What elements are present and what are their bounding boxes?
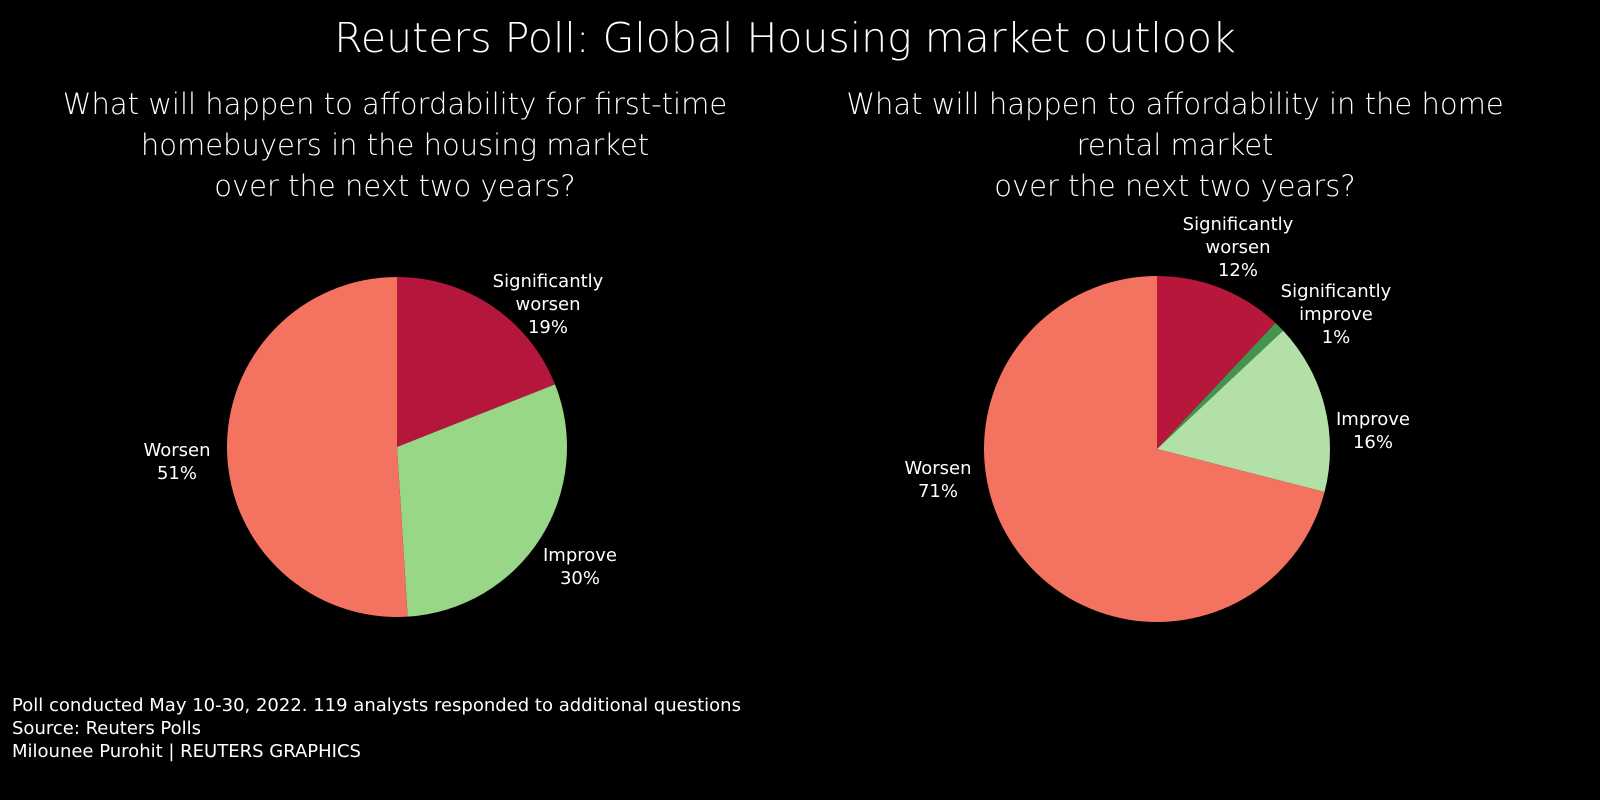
pie-1-slice-improve bbox=[397, 384, 567, 617]
pie-1-label-improve: Improve 30% bbox=[542, 545, 617, 589]
pie-1-label-worsen: Worsen 51% bbox=[143, 440, 211, 484]
pie-2-question: What will happen to affordability in the… bbox=[846, 87, 1504, 203]
pie-1-label-significantly-worsen: Significantly worsen 19% bbox=[492, 271, 604, 338]
chart-title: Reuters Poll: Global Housing market outl… bbox=[334, 14, 1236, 62]
pie-2-slice-worsen bbox=[984, 276, 1325, 622]
pie-2-slice-significantly-improve bbox=[1157, 322, 1284, 449]
pie-2-label-worsen: Worsen 71% bbox=[904, 458, 972, 502]
pie-2-label-significantly-worsen: Significantly worsen 12% bbox=[1182, 214, 1294, 281]
pie-2-slice-significantly-worsen bbox=[1157, 276, 1276, 449]
footer: Poll conducted May 10-30, 2022. 119 anal… bbox=[12, 694, 741, 763]
footer-source: Source: Reuters Polls bbox=[12, 718, 202, 739]
pie-2-label-significantly-improve: Significantly improve 1% bbox=[1280, 281, 1392, 348]
pie-2-label-improve: Improve 16% bbox=[1335, 409, 1410, 453]
pie-1-slice-worsen bbox=[226, 277, 408, 617]
footer-credit: Milounee Purohit | REUTERS GRAPHICS bbox=[12, 741, 361, 762]
pie-2-slice-improve bbox=[1157, 330, 1330, 493]
pie-1-question: What will happen to affordability for fi… bbox=[62, 87, 728, 203]
pie-1-slice-significantly-worsen bbox=[397, 277, 556, 447]
footer-note: Poll conducted May 10-30, 2022. 119 anal… bbox=[12, 695, 741, 716]
